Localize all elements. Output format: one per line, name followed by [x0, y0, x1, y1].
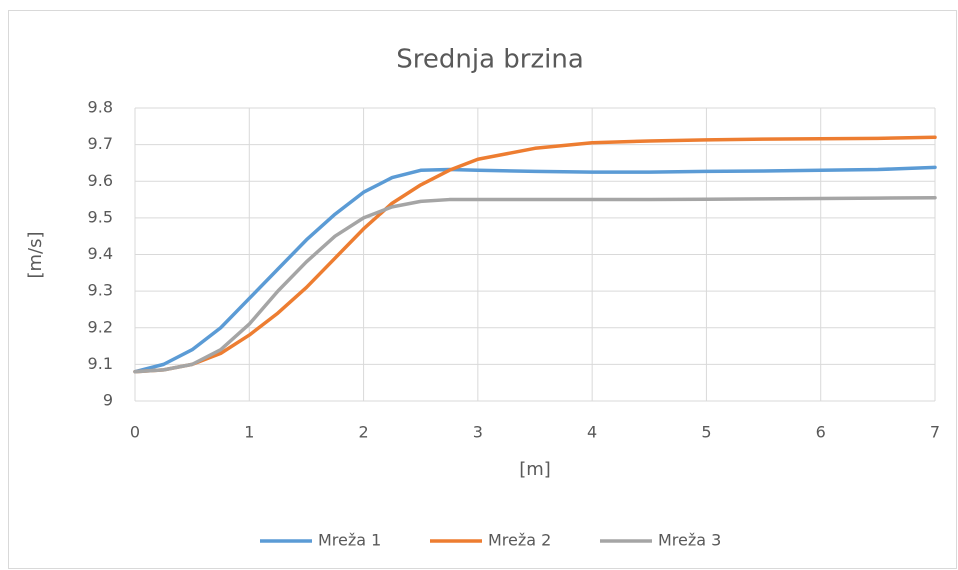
x-axis-label: [m] [519, 459, 551, 480]
chart-border [8, 10, 957, 569]
x-tick-label: 4 [587, 423, 597, 442]
legend-label: Mreža 2 [488, 531, 551, 550]
series-line [133, 135, 937, 374]
x-tick-label: 6 [816, 423, 826, 442]
x-tick-label: 2 [358, 423, 368, 442]
series-line [133, 165, 937, 374]
x-tick-label: 0 [130, 423, 140, 442]
y-axis-label: [m/s] [25, 231, 46, 278]
x-tick-label: 3 [473, 423, 483, 442]
legend-label: Mreža 3 [658, 531, 721, 550]
x-tick-label: 5 [701, 423, 711, 442]
series-line [133, 195, 937, 374]
y-tick-label: 9.7 [88, 134, 113, 153]
x-tick-label: 7 [930, 423, 940, 442]
chart-title: Srednja brzina [396, 45, 584, 75]
y-tick-label: 9.2 [88, 317, 113, 336]
legend-label: Mreža 1 [318, 531, 381, 550]
y-tick-label: 9.1 [88, 354, 113, 373]
y-tick-label: 9.5 [88, 207, 113, 226]
x-tick-label: 1 [244, 423, 254, 442]
y-tick-label: 9 [103, 391, 113, 410]
y-tick-label: 9.3 [88, 281, 113, 300]
y-tick-label: 9.4 [88, 244, 113, 263]
y-tick-label: 9.6 [88, 171, 113, 190]
y-tick-label: 9.8 [88, 98, 113, 117]
